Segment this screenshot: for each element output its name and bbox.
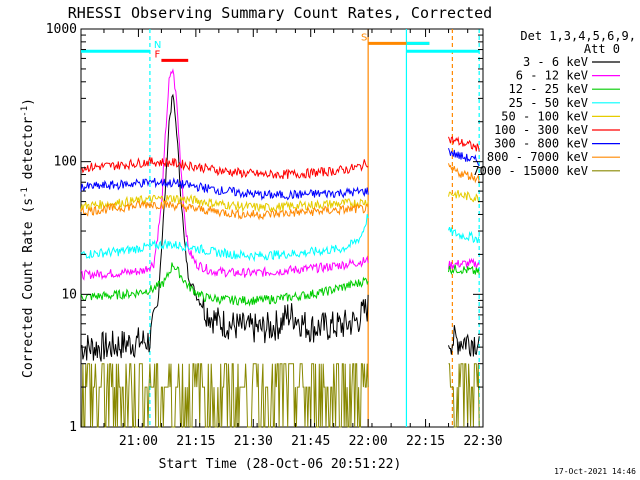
series-300-800-kev bbox=[80, 177, 369, 201]
series-100-300-kev-late bbox=[448, 136, 480, 152]
vertical-markers bbox=[149, 29, 480, 427]
x-tick-label: 21:00 bbox=[119, 434, 158, 449]
legend-header-detectors: Det 1,3,4,5,6,9, bbox=[520, 29, 636, 43]
x-tick-label: 21:30 bbox=[234, 434, 273, 449]
legend-header-attenuator: Att 0 bbox=[584, 42, 620, 56]
series-100-300-kev bbox=[80, 156, 369, 180]
generation-timestamp: 17-Oct-2021 14:46 bbox=[554, 467, 636, 476]
legend-label-25-50-kev: 25 - 50 keV bbox=[509, 96, 588, 110]
x-tick-label: 21:45 bbox=[291, 434, 330, 449]
x-tick-label: 22:30 bbox=[463, 434, 502, 449]
series-50-100-kev-late bbox=[448, 190, 480, 203]
series-12-25-kev-late bbox=[448, 264, 480, 275]
plot-frame bbox=[80, 28, 484, 428]
series-300-800-kev-late bbox=[448, 148, 480, 167]
axes: 21:00 21:15 21:30 21:45 22:00 22:15 22:30 1 10 10… bbox=[46, 22, 503, 449]
y-tick-label: 100 bbox=[54, 155, 77, 170]
series-lines bbox=[80, 68, 480, 428]
series-800-7000-kev bbox=[80, 199, 369, 221]
flag-label-s: S bbox=[361, 32, 367, 43]
series-800-7000-kev-late bbox=[448, 163, 480, 184]
flag-bars: NF S bbox=[81, 32, 480, 62]
series-6-12-kev bbox=[80, 68, 369, 281]
flag-label-f: F bbox=[155, 49, 161, 60]
series-6-12-kev-late bbox=[448, 257, 480, 271]
series-50-100-kev bbox=[80, 194, 369, 213]
series-25-50-kev-late bbox=[448, 226, 480, 244]
y-tick-label: 1000 bbox=[46, 22, 77, 37]
series-7000-15000-kev bbox=[81, 363, 369, 428]
x-axis-label: Start Time (28-Oct-06 20:51:22) bbox=[159, 457, 402, 472]
series-12-25-kev bbox=[80, 262, 369, 307]
series-25-50-kev bbox=[80, 214, 369, 263]
series-3-6-kev bbox=[80, 93, 369, 362]
y-tick-label: 1 bbox=[69, 420, 77, 435]
legend-label-12-25-kev: 12 - 25 keV bbox=[509, 82, 588, 96]
legend-label-50-100-kev: 50 - 100 keV bbox=[501, 109, 588, 123]
legend-label-7000-15000-kev: 7000 - 15000 keV bbox=[472, 164, 588, 178]
legend-label-100-300-kev: 100 - 300 keV bbox=[494, 123, 588, 137]
y-tick-label: 10 bbox=[61, 287, 77, 302]
x-tick-label: 21:15 bbox=[176, 434, 215, 449]
flag-label-n: N bbox=[154, 40, 161, 51]
legend-label-800-7000-kev: 800 - 7000 keV bbox=[487, 150, 588, 164]
y-axis-label: Corrected Count Rate (s-1 detector-1) bbox=[20, 98, 36, 378]
x-tick-label: 22:00 bbox=[349, 434, 388, 449]
x-tick-label: 22:15 bbox=[406, 434, 445, 449]
series-7000-15000-kev-late bbox=[448, 363, 480, 428]
legend-label-6-12-kev: 6 - 12 keV bbox=[516, 69, 588, 83]
legend-label-3-6-kev: 3 - 6 keV bbox=[523, 55, 588, 69]
legend-label-300-800-kev: 300 - 800 keV bbox=[494, 137, 588, 151]
chart-title: RHESSI Observing Summary Count Rates, Co… bbox=[68, 4, 492, 22]
series-3-6-kev-late bbox=[448, 325, 480, 357]
